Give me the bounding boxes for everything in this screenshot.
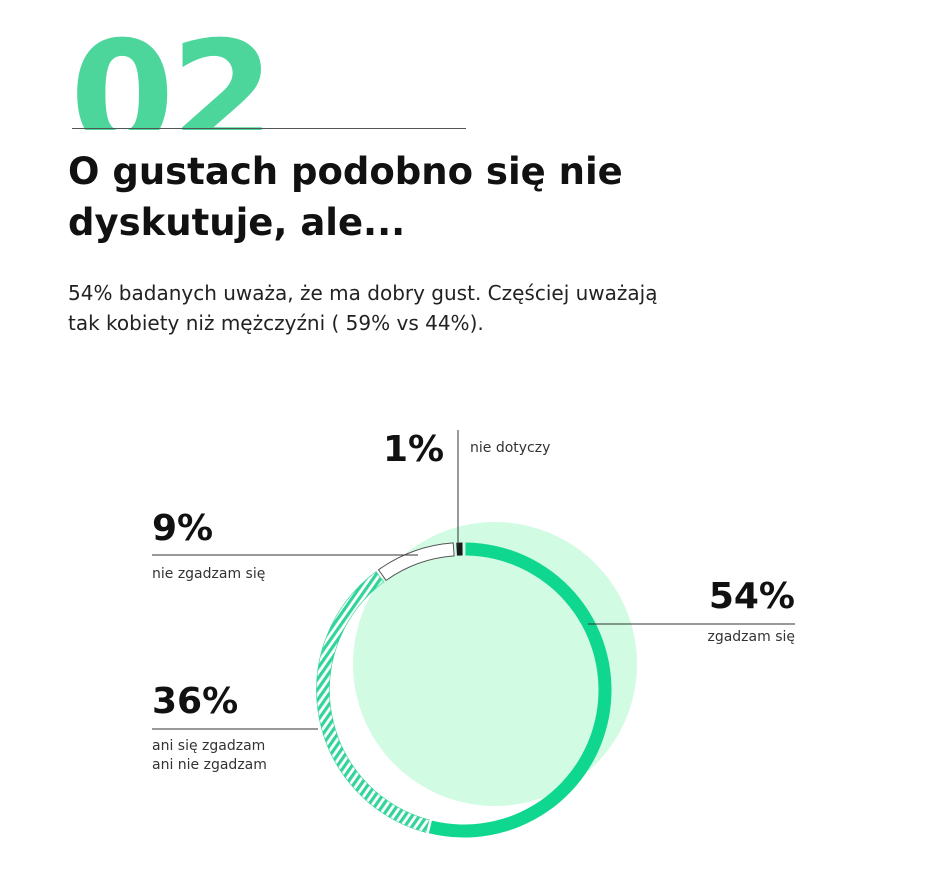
category-label-1-0: ani się zgadzam [152, 738, 265, 754]
category-label-2: nie zgadzam się [152, 566, 265, 582]
slice-2 [377, 542, 455, 582]
divider [72, 128, 466, 129]
section-number: 02 [70, 10, 275, 130]
data-label-3: 1% [383, 429, 444, 470]
data-label-2: 9% [152, 508, 213, 549]
category-label-1-1: ani nie zgadzam [152, 757, 267, 773]
slice-3 [456, 542, 463, 556]
category-label-3: nie dotyczy [470, 440, 550, 456]
lead-text: 54% badanych uważa, że ma dobry gust. Cz… [68, 281, 658, 335]
category-label-0: zgadzam się [707, 629, 795, 645]
slice-1 [316, 571, 430, 833]
data-label-0: 54% [709, 576, 795, 617]
data-label-1: 36% [152, 681, 238, 722]
page-title: O gustach podobno się nie dyskutuje, ale… [68, 150, 623, 244]
